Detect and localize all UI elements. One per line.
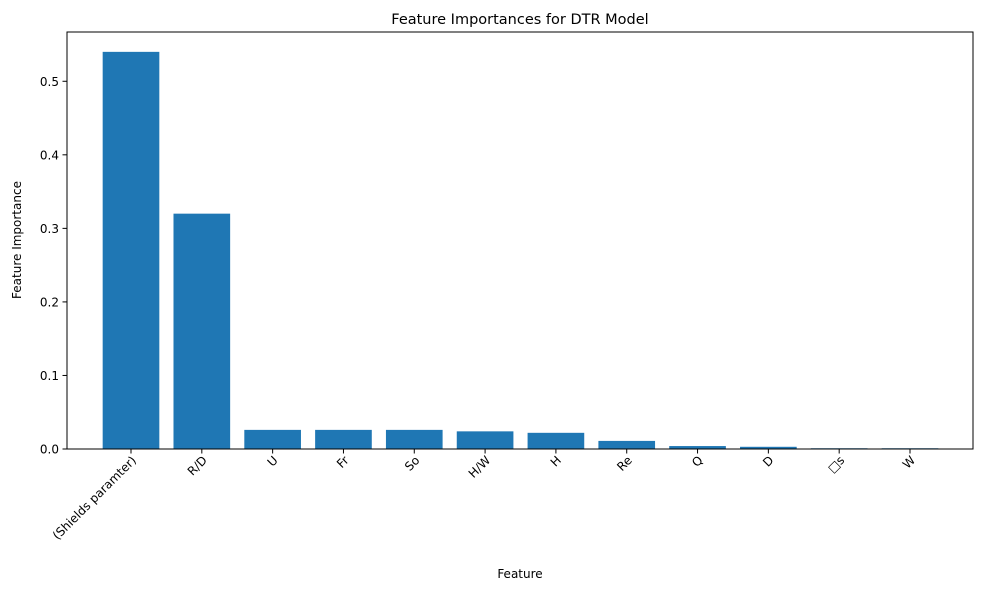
y-tick-label: 0.5 bbox=[40, 75, 59, 89]
bar bbox=[669, 446, 726, 449]
chart-title: Feature Importances for DTR Model bbox=[391, 12, 648, 28]
bar bbox=[173, 213, 231, 449]
y-tick-label: 0.1 bbox=[40, 369, 59, 383]
bar bbox=[385, 429, 443, 449]
y-axis-label: Feature Importance bbox=[10, 181, 24, 299]
bar bbox=[740, 446, 797, 449]
bar bbox=[456, 431, 514, 449]
bar bbox=[244, 429, 301, 449]
y-tick-label: 0.0 bbox=[40, 443, 59, 457]
bar bbox=[527, 432, 585, 449]
y-tick-label: 0.2 bbox=[40, 295, 59, 309]
bars-layer bbox=[102, 51, 939, 449]
y-tick-label: 0.3 bbox=[40, 222, 59, 236]
bar bbox=[598, 440, 656, 449]
bar bbox=[315, 429, 372, 449]
plot-frame bbox=[66, 31, 974, 450]
bar bbox=[102, 51, 160, 449]
x-axis-label: Feature bbox=[497, 567, 542, 581]
y-tick-label: 0.4 bbox=[40, 148, 59, 162]
